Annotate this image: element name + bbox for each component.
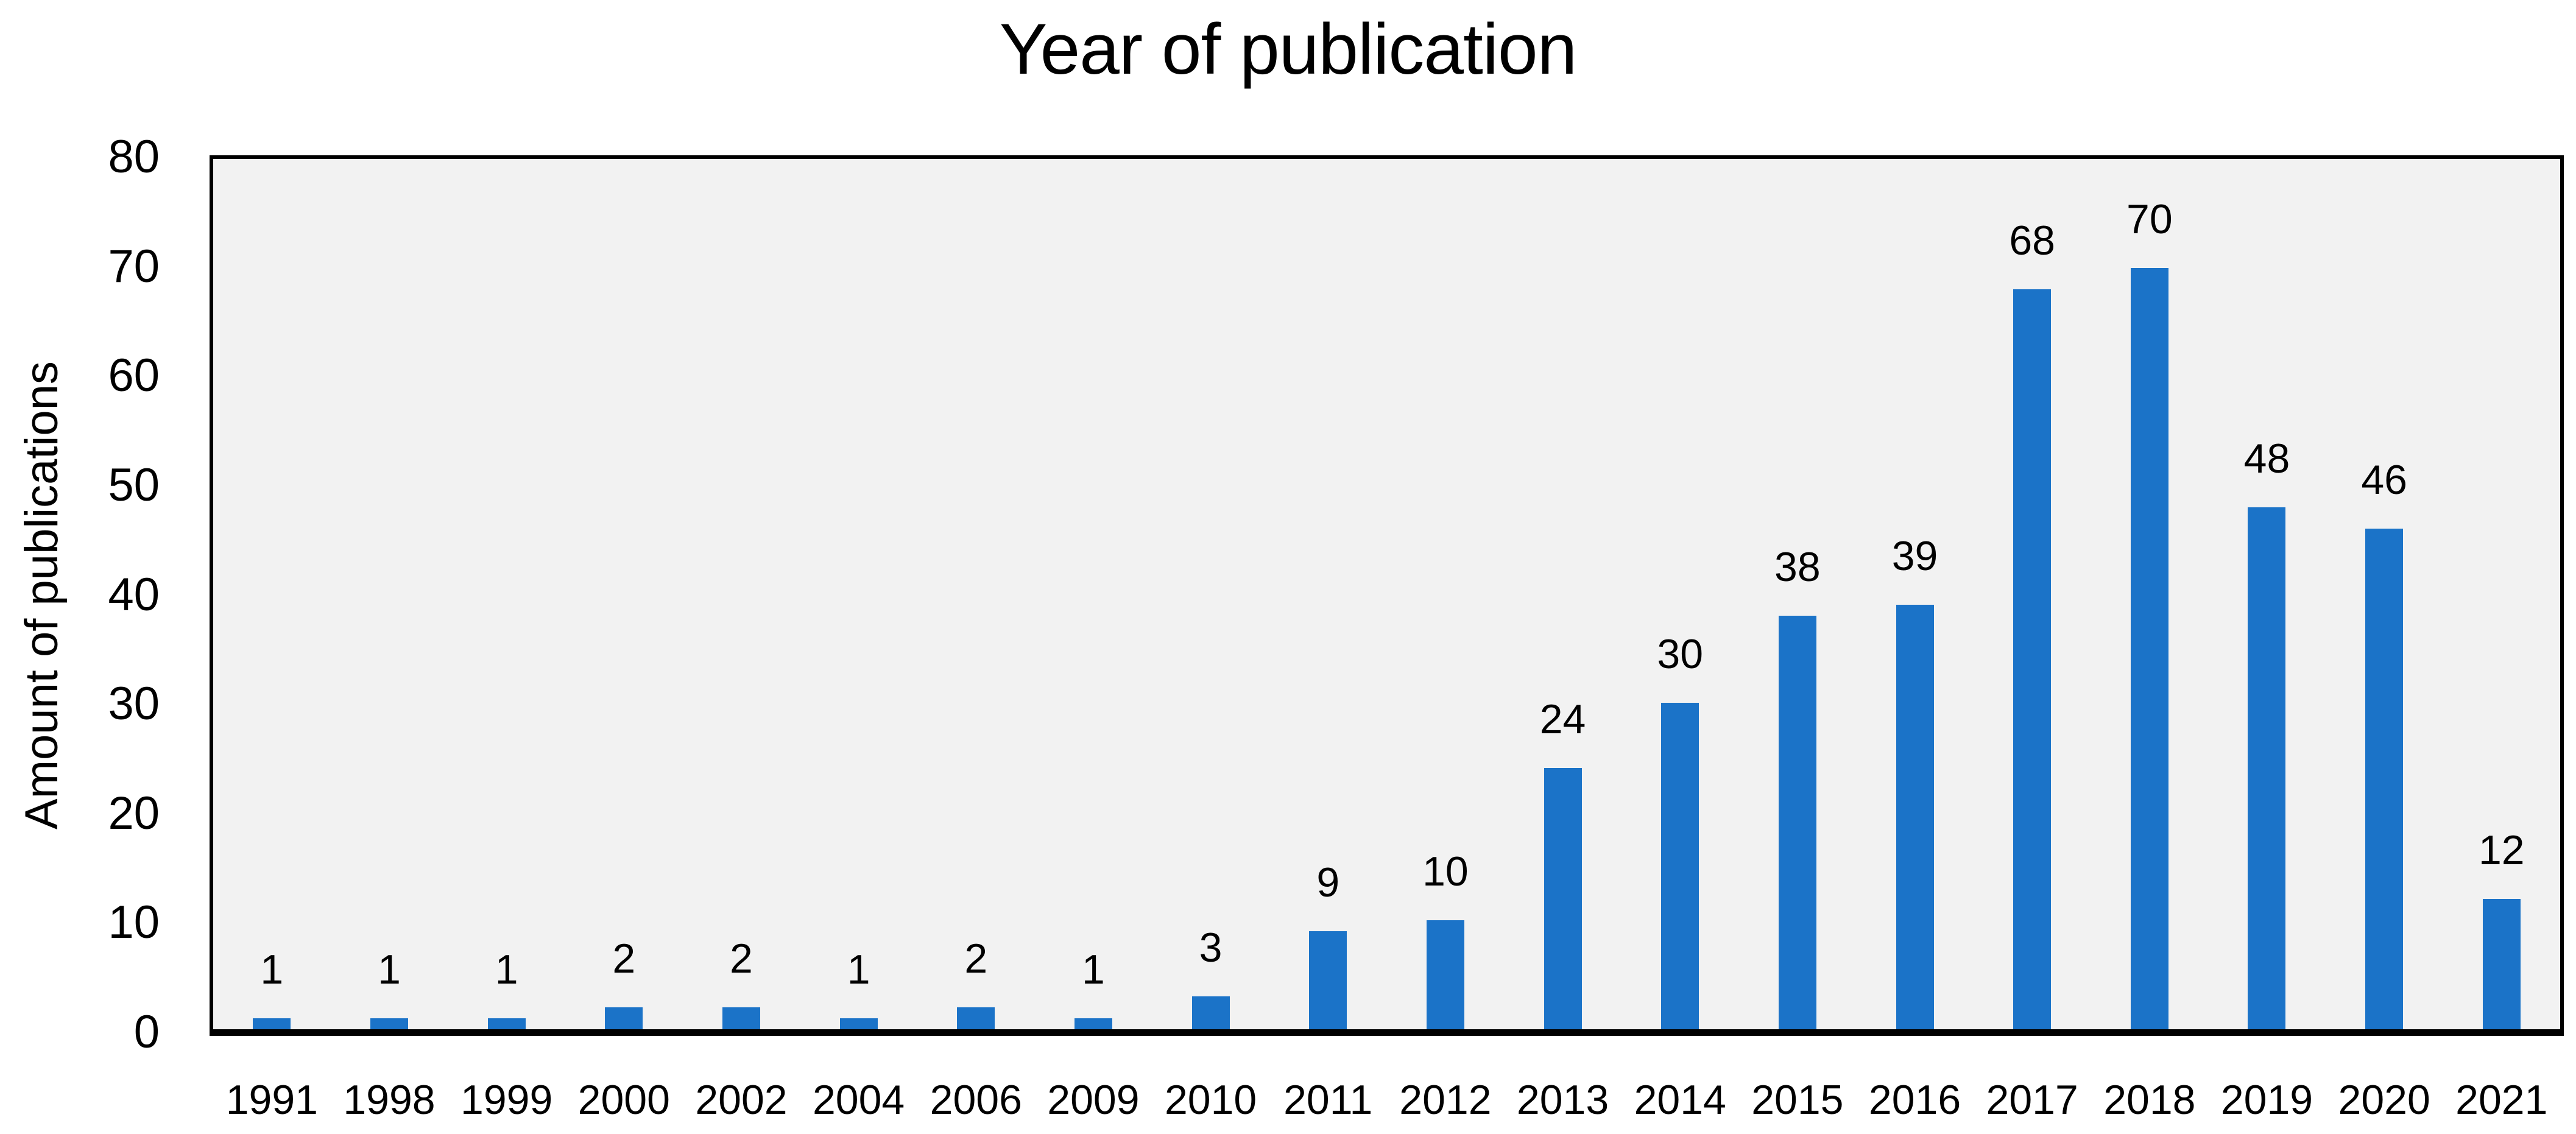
bar-slot: 1	[1035, 159, 1152, 1029]
x-tick-label: 2019	[2220, 1077, 2313, 1123]
bar	[1309, 931, 1347, 1029]
bar-slot: 2	[683, 159, 800, 1029]
y-tick-label: 50	[108, 459, 160, 511]
bar-value-label: 48	[2243, 435, 2290, 482]
bar-value-label: 24	[1539, 696, 1586, 743]
bar	[2365, 529, 2404, 1029]
bar	[2013, 289, 2052, 1029]
bar-value-label: 2	[964, 935, 988, 982]
y-tick-label: 30	[108, 678, 160, 730]
x-tick-label: 1991	[225, 1077, 318, 1123]
x-tick-label: 2010	[1164, 1077, 1257, 1123]
y-tick-label: 80	[108, 131, 160, 183]
x-tick-label: 2020	[2338, 1077, 2430, 1123]
x-tick-label: 2015	[1751, 1077, 1844, 1123]
bar-value-label: 68	[2009, 217, 2055, 264]
bar-value-label: 2	[612, 935, 636, 982]
bar	[1074, 1018, 1112, 1029]
bar-slot: 1	[800, 159, 917, 1029]
x-tick-label: 2016	[1868, 1077, 1961, 1123]
bar-slot: 68	[1974, 159, 2091, 1029]
bar	[722, 1007, 760, 1029]
x-axis-tick-labels: 1991 1998 1999 2000 2002 2004 2006 2009 2010 2011…	[213, 1079, 2560, 1121]
x-tick-label: 2004	[812, 1077, 905, 1123]
x-tick-label: 1998	[343, 1077, 436, 1123]
y-tick-label: 40	[108, 568, 160, 621]
bar-value-label: 9	[1316, 859, 1340, 906]
x-tick-label: 2013	[1516, 1077, 1609, 1123]
bar	[1778, 616, 1816, 1029]
bar	[1426, 920, 1464, 1029]
bar	[839, 1018, 878, 1029]
bar-value-label: 2	[730, 935, 753, 982]
bar	[2248, 507, 2286, 1029]
bar-value-label: 1	[1082, 946, 1105, 993]
bar-slot: 2	[917, 159, 1035, 1029]
bar-slot: 39	[1856, 159, 1974, 1029]
bar	[1661, 703, 1699, 1029]
bar-slot: 70	[2091, 159, 2209, 1029]
bar-slot: 2	[565, 159, 683, 1029]
y-tick-label: 20	[108, 787, 160, 839]
bar-value-label: 39	[1891, 533, 1938, 580]
bar	[605, 1007, 643, 1029]
bar-value-label: 1	[378, 946, 401, 993]
plot-area: 1 1 1 2 2 1 2 1 3 9 10 24 30 38 39 68 70 48 46 12	[210, 155, 2564, 1036]
bar-slot: 10	[1387, 159, 1505, 1029]
bar-value-label: 1	[847, 946, 870, 993]
bar-value-label: 3	[1199, 924, 1223, 971]
bar-slot: 12	[2443, 159, 2560, 1029]
x-tick-label: 2012	[1399, 1077, 1492, 1123]
bar	[253, 1018, 291, 1029]
bar-value-label: 12	[2478, 826, 2525, 873]
bar-slot: 30	[1621, 159, 1739, 1029]
bar-slot: 48	[2208, 159, 2326, 1029]
x-tick-label: 1999	[461, 1077, 553, 1123]
y-tick-label: 70	[108, 240, 160, 292]
bar	[487, 1018, 526, 1029]
chart-title: Year of publication	[999, 9, 1578, 90]
bar-slot: 38	[1739, 159, 1857, 1029]
x-tick-label: 2006	[930, 1077, 1022, 1123]
bar-series: 1 1 1 2 2 1 2 1 3 9 10 24 30 38 39 68 70 48 46 12	[213, 159, 2560, 1029]
bar-slot: 24	[1504, 159, 1621, 1029]
bar	[1544, 768, 1582, 1029]
bar-value-label: 70	[2126, 195, 2173, 242]
bar-slot: 1	[213, 159, 331, 1029]
bar-value-label: 30	[1657, 631, 1704, 678]
bar-value-label: 1	[495, 946, 518, 993]
x-tick-label: 2017	[1986, 1077, 2078, 1123]
bar	[370, 1018, 408, 1029]
bar	[957, 1007, 995, 1029]
y-axis-tick-labels: 0 10 20 30 40 50 60 70 80	[0, 134, 160, 1055]
bar-value-label: 1	[260, 946, 284, 993]
x-tick-label: 2000	[577, 1077, 670, 1123]
bar	[2482, 898, 2521, 1029]
bar-value-label: 46	[2361, 457, 2407, 504]
x-tick-label: 2002	[695, 1077, 788, 1123]
bar-value-label: 38	[1774, 544, 1821, 591]
bar	[1191, 996, 1230, 1029]
bar-slot: 46	[2326, 159, 2443, 1029]
bar-value-label: 10	[1422, 848, 1469, 895]
x-tick-label: 2011	[1283, 1077, 1373, 1123]
y-tick-label: 0	[133, 1006, 160, 1058]
bar-slot: 3	[1152, 159, 1269, 1029]
bar	[2130, 267, 2168, 1029]
x-tick-label: 2009	[1047, 1077, 1140, 1123]
bar-slot: 1	[331, 159, 448, 1029]
y-tick-label: 10	[108, 896, 160, 949]
x-tick-label: 2021	[2455, 1077, 2548, 1123]
bar-slot: 1	[448, 159, 565, 1029]
bar	[1896, 605, 1934, 1029]
x-tick-label: 2014	[1634, 1077, 1726, 1123]
bar-slot: 9	[1269, 159, 1387, 1029]
y-tick-label: 60	[108, 350, 160, 402]
x-tick-label: 2018	[2103, 1077, 2196, 1123]
